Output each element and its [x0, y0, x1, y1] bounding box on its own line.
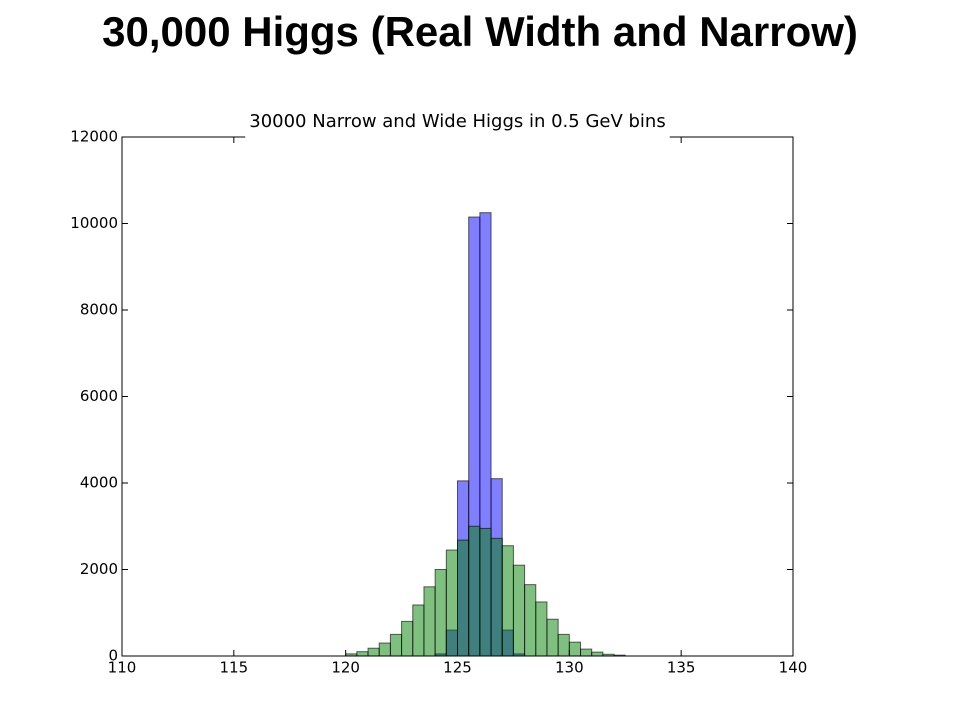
bar — [535, 601, 548, 657]
y-tick-label: 10000 — [70, 214, 118, 232]
x-tick-label: 110 — [108, 659, 137, 677]
x-tick-label: 115 — [220, 659, 249, 677]
bar — [412, 604, 425, 657]
bar — [468, 525, 481, 657]
x-tick-label: 130 — [555, 659, 584, 677]
bar — [512, 564, 526, 657]
bar — [546, 618, 559, 657]
x-tick-label: 135 — [667, 659, 696, 677]
slide-title: 30,000 Higgs (Real Width and Narrow) — [102, 8, 858, 55]
y-tick-label: 2000 — [80, 560, 118, 578]
bar — [479, 527, 492, 657]
bar — [490, 537, 503, 657]
y-tick-label: 6000 — [80, 387, 118, 405]
bar — [423, 586, 436, 657]
bar — [524, 584, 537, 657]
bar — [580, 648, 593, 657]
bar — [378, 642, 391, 657]
bar — [457, 539, 470, 657]
y-tick-label: 0 — [108, 647, 118, 665]
bar — [401, 620, 414, 657]
x-tick-label: 140 — [779, 659, 808, 677]
x-tick-label: 120 — [331, 659, 360, 677]
bar — [356, 651, 369, 657]
bar — [501, 545, 514, 657]
bar — [557, 633, 570, 657]
y-tick-label: 4000 — [80, 474, 118, 492]
bar — [591, 651, 604, 657]
chart-title-background — [245, 121, 670, 147]
chart-title: 30000 Narrow and Wide Higgs in 0.5 GeV b… — [249, 111, 665, 132]
bar — [445, 549, 459, 657]
bar — [389, 633, 403, 657]
bar — [367, 647, 380, 657]
bar — [434, 569, 447, 657]
bar — [568, 641, 582, 657]
x-tick-label: 125 — [443, 659, 472, 677]
y-tick-label: 8000 — [80, 301, 118, 319]
y-tick-label: 12000 — [70, 128, 118, 146]
